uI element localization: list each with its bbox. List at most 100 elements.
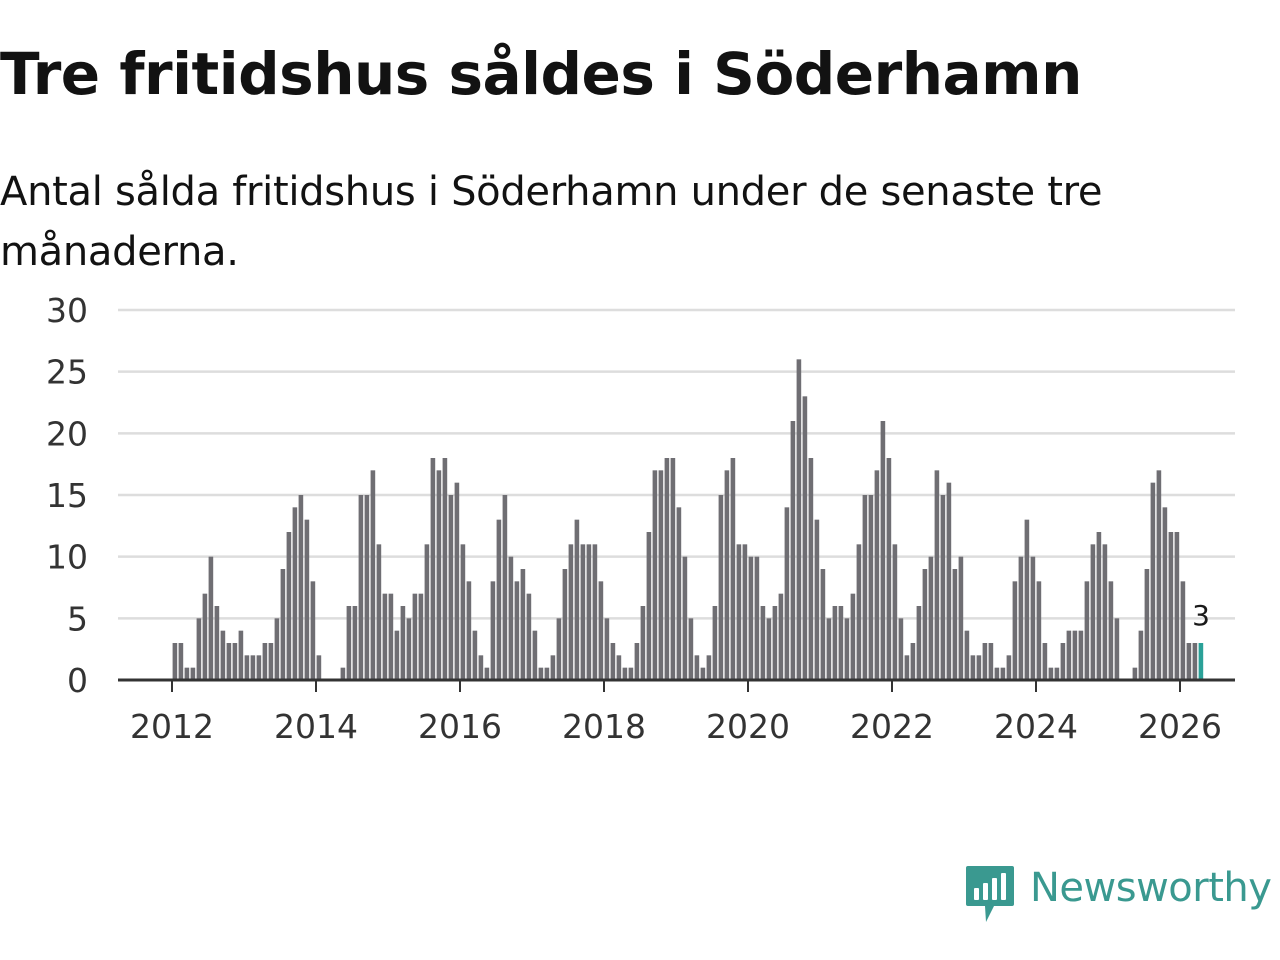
bar	[778, 593, 784, 680]
x-axis-labels: 2012 2014 2016 2018 2020 2022 2024 2026	[130, 707, 1222, 746]
bar	[784, 507, 790, 680]
bar	[232, 643, 238, 680]
bar	[610, 643, 616, 680]
bar	[730, 458, 736, 680]
bar	[538, 667, 544, 680]
brand-name: Newsworthy	[1030, 865, 1272, 911]
bar	[688, 618, 694, 680]
bar	[1102, 544, 1108, 680]
bar	[340, 667, 346, 680]
bar	[1180, 581, 1186, 680]
bar	[604, 618, 610, 680]
bar	[1174, 532, 1180, 680]
bar	[466, 581, 472, 680]
bar	[592, 544, 598, 680]
y-tick-label: 25	[46, 353, 88, 392]
y-tick-label: 30	[46, 291, 88, 330]
bar	[220, 630, 226, 680]
bar	[772, 606, 778, 680]
x-tick-label: 2024	[994, 707, 1078, 746]
bar	[250, 655, 256, 680]
bar	[904, 655, 910, 680]
bar	[754, 556, 760, 680]
bar	[976, 655, 982, 680]
bar	[616, 655, 622, 680]
bar	[1078, 630, 1084, 680]
bar	[988, 643, 994, 680]
y-tick-label: 20	[46, 414, 88, 453]
bar	[844, 618, 850, 680]
bar	[706, 655, 712, 680]
bar	[292, 507, 298, 680]
bar	[394, 630, 400, 680]
bar	[718, 495, 724, 680]
x-tick-label: 2014	[274, 707, 358, 746]
bar	[442, 458, 448, 680]
bar	[1156, 470, 1162, 680]
bar	[880, 421, 886, 680]
bar	[886, 458, 892, 680]
bar	[1006, 655, 1012, 680]
bar	[448, 495, 454, 680]
bar	[1048, 667, 1054, 680]
bar	[1108, 581, 1114, 680]
bar	[1096, 532, 1102, 680]
bar	[550, 655, 556, 680]
bar	[658, 470, 664, 680]
bar	[1012, 581, 1018, 680]
bar	[766, 618, 772, 680]
bar	[502, 495, 508, 680]
bar	[796, 359, 802, 680]
bar	[526, 593, 532, 680]
bar	[562, 569, 568, 680]
bar	[256, 655, 262, 680]
bar	[1030, 556, 1036, 680]
x-tick-label: 2020	[706, 707, 790, 746]
bar	[454, 482, 460, 680]
y-axis-labels: 0 5 10 15 20 25 30	[46, 291, 88, 700]
bar	[916, 606, 922, 680]
bar	[352, 606, 358, 680]
bar	[556, 618, 562, 680]
bar	[1132, 667, 1138, 680]
bar	[1150, 482, 1156, 680]
bar	[736, 544, 742, 680]
bar	[574, 519, 580, 680]
x-axis-ticks	[171, 680, 1181, 692]
bar	[520, 569, 526, 680]
bar	[580, 544, 586, 680]
bar	[172, 643, 178, 680]
bar	[898, 618, 904, 680]
bar	[1000, 667, 1006, 680]
bar-latest	[1198, 643, 1204, 680]
bar	[490, 581, 496, 680]
grid-lines	[118, 308, 1235, 620]
bar	[934, 470, 940, 680]
bar	[514, 581, 520, 680]
x-tick-label: 2026	[1138, 707, 1222, 746]
bar	[226, 643, 232, 680]
bar	[496, 519, 502, 680]
bar	[280, 569, 286, 680]
bar	[214, 606, 220, 680]
bar	[856, 544, 862, 680]
bar	[652, 470, 658, 680]
bar	[412, 593, 418, 680]
bar	[400, 606, 406, 680]
bar	[190, 667, 196, 680]
bar	[238, 630, 244, 680]
bar	[922, 569, 928, 680]
bar	[682, 556, 688, 680]
bar	[664, 458, 670, 680]
bar	[970, 655, 976, 680]
bar	[748, 556, 754, 680]
bar	[832, 606, 838, 680]
bar	[940, 495, 946, 680]
bar	[820, 569, 826, 680]
y-tick-label: 15	[46, 476, 88, 515]
bar	[862, 495, 868, 680]
bar	[1072, 630, 1078, 680]
bar	[310, 581, 316, 680]
bar	[436, 470, 442, 680]
bar	[1192, 643, 1198, 680]
